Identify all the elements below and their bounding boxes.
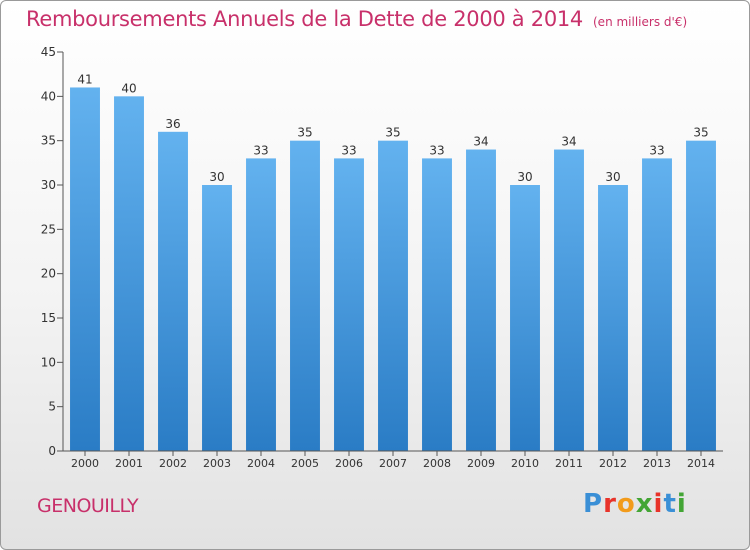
data-labels: 41 40 36 30 33 35 33 35 33 34 30 34 30 33 35	[77, 72, 708, 184]
y-tick-label: 20	[41, 267, 56, 281]
logo-letter: x	[635, 489, 654, 519]
x-tick-label-2001: 2001	[115, 457, 143, 470]
data-label-2013: 33	[649, 143, 664, 157]
bar-2012	[598, 185, 628, 451]
bar-2006	[334, 158, 364, 451]
logo-letter: i	[676, 489, 687, 519]
bar-2003	[202, 185, 232, 451]
x-tick-label-2011: 2011	[555, 457, 583, 470]
x-tick-label-2008: 2008	[423, 457, 451, 470]
bar-2009	[466, 149, 496, 452]
data-label-2009: 34	[473, 135, 488, 149]
y-tick-label: 35	[41, 134, 56, 148]
x-axis-labels: 2000 2001 2002 2003 2004 2005 2006 2007 2008 2009…	[71, 451, 715, 470]
bar-2001	[114, 96, 144, 451]
y-tick-label: 5	[48, 400, 56, 414]
x-tick-label-2002: 2002	[159, 457, 187, 470]
bar-2013	[642, 158, 672, 451]
chart-title-text: Remboursements Annuels de la Dette de 20…	[26, 7, 583, 31]
data-label-2006: 33	[341, 143, 356, 157]
x-tick-label-2005: 2005	[291, 457, 319, 470]
bar-2004	[246, 158, 276, 451]
x-tick-label-2004: 2004	[247, 457, 275, 470]
data-label-2001: 40	[121, 81, 136, 95]
x-tick-label-2014: 2014	[687, 457, 715, 470]
x-tick-label-2009: 2009	[467, 457, 495, 470]
data-label-2003: 30	[209, 170, 224, 184]
y-tick-label: 45	[41, 45, 56, 59]
logo-letter: P	[583, 489, 604, 519]
data-label-2012: 30	[605, 170, 620, 184]
bar-2011	[554, 149, 584, 452]
x-tick-label-2007: 2007	[379, 457, 407, 470]
data-label-2004: 33	[253, 143, 268, 157]
bar-2002	[158, 131, 188, 452]
data-label-2000: 41	[77, 72, 92, 86]
bar-2005	[290, 140, 320, 451]
bar-2000	[70, 87, 100, 451]
place-name: GENOUILLY	[37, 495, 139, 517]
bar-2007	[378, 140, 408, 451]
x-tick-label-2006: 2006	[335, 457, 363, 470]
bar-2008	[422, 158, 452, 451]
data-label-2011: 34	[561, 135, 576, 149]
x-tick-label-2010: 2010	[511, 457, 539, 470]
unit-note: (en milliers d'€)	[593, 15, 688, 29]
bar-2014	[686, 140, 716, 451]
proxiti-logo[interactable]: Proxiti	[583, 489, 687, 519]
y-axis-ticks: 0 5 10 15 20 25 30 35 40 45	[41, 45, 63, 458]
logo-letter: t	[663, 489, 677, 519]
y-tick-label: 0	[48, 444, 56, 458]
logo-letter: r	[603, 489, 617, 519]
logo-letter: i	[653, 489, 664, 519]
x-tick-label-2000: 2000	[71, 457, 99, 470]
data-label-2010: 30	[517, 170, 532, 184]
x-tick-label-2013: 2013	[643, 457, 671, 470]
data-label-2014: 35	[693, 126, 708, 140]
x-tick-label-2012: 2012	[599, 457, 627, 470]
x-tick-label-2003: 2003	[203, 457, 231, 470]
chart-title: Remboursements Annuels de la Dette de 20…	[26, 7, 687, 31]
data-label-2005: 35	[297, 126, 312, 140]
data-label-2008: 33	[429, 143, 444, 157]
data-label-2002: 36	[165, 117, 180, 131]
y-tick-label: 40	[41, 89, 56, 103]
bars	[70, 87, 716, 452]
logo-letter: o	[616, 489, 636, 519]
y-tick-label: 15	[41, 311, 56, 325]
data-label-2007: 35	[385, 126, 400, 140]
y-tick-label: 30	[41, 178, 56, 192]
bar-2010	[510, 185, 540, 451]
y-tick-label: 25	[41, 222, 56, 236]
y-tick-label: 10	[41, 355, 56, 369]
